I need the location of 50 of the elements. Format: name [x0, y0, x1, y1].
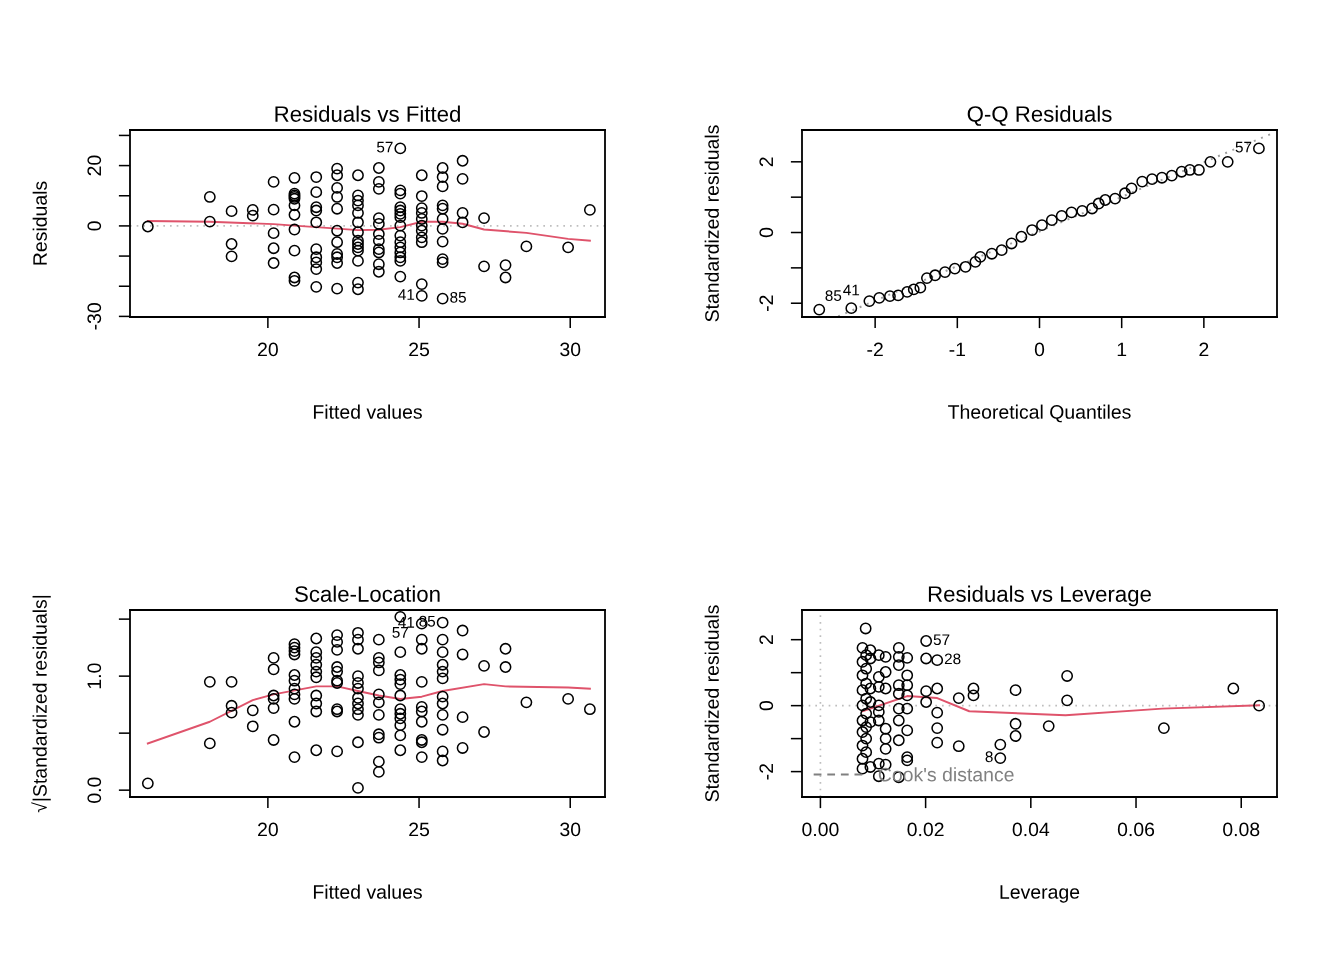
- x-tick-label: 2: [1199, 342, 1209, 357]
- annotation: 57: [933, 634, 950, 646]
- annotation: 41: [398, 617, 415, 628]
- y-tick-label: -2: [759, 763, 773, 780]
- y-tick-label: 1.0: [87, 663, 102, 689]
- x-axis-title: Leverage: [1000, 885, 1080, 903]
- x-tick-label: 30: [560, 822, 581, 837]
- annotation: 57: [376, 141, 393, 153]
- x-tick-label: 25: [409, 342, 430, 357]
- x-axis-title: Theoretical Quantiles: [948, 404, 1131, 423]
- x-tick-label: 0.00: [802, 822, 839, 837]
- y-axis-title: Standardized residuals: [704, 605, 719, 802]
- y-tick-label: 0: [759, 227, 774, 238]
- chart-title: Residuals vs Leverage: [928, 585, 1151, 607]
- x-tick-label: 0.06: [1117, 822, 1155, 837]
- annotation: 28: [944, 653, 961, 665]
- y-axis-title: Residuals: [32, 181, 47, 265]
- x-tick-label: 20: [258, 822, 278, 837]
- x-tick-label: -2: [867, 342, 883, 357]
- chart-title: Residuals vs Fitted: [275, 105, 460, 122]
- x-tick-label: 25: [409, 822, 430, 837]
- annotation: 85: [450, 291, 466, 303]
- y-tick-label: -2: [759, 295, 773, 311]
- chart-title: Q-Q Residuals: [967, 105, 1112, 126]
- x-axis-title: Fitted values: [313, 404, 422, 419]
- annotation: 41: [398, 289, 415, 300]
- y-tick-label: -30: [87, 303, 102, 330]
- x-axis-title: Fitted values: [313, 884, 422, 899]
- annotation: 8: [985, 751, 993, 763]
- y-tick-label: 20: [87, 155, 102, 176]
- annotation: 85: [825, 290, 842, 301]
- y-axis-title: Standardized residuals: [704, 125, 719, 322]
- x-tick-label: 0.04: [1012, 822, 1050, 837]
- y-tick-label: 2: [759, 635, 773, 645]
- x-tick-label: 0.08: [1223, 822, 1260, 837]
- y-tick-label: 0: [87, 221, 102, 231]
- annotation: 57: [392, 627, 409, 638]
- annotation: 57: [1235, 141, 1252, 153]
- x-tick-label: 0: [1034, 342, 1045, 357]
- x-tick-label: -1: [949, 342, 966, 357]
- y-tick-label: 2: [759, 157, 773, 167]
- annotation: 41: [843, 284, 860, 296]
- x-tick-label: 0.02: [907, 822, 944, 837]
- y-tick-label: 0: [759, 701, 774, 711]
- x-tick-label: 30: [560, 342, 581, 357]
- y-tick-label: 0.0: [87, 777, 102, 803]
- x-tick-label: 20: [258, 342, 278, 357]
- x-tick-label: 1: [1117, 342, 1127, 357]
- chart-title: Scale-Location: [295, 585, 440, 602]
- y-axis-title: √|Standardized residuals|: [31, 595, 51, 813]
